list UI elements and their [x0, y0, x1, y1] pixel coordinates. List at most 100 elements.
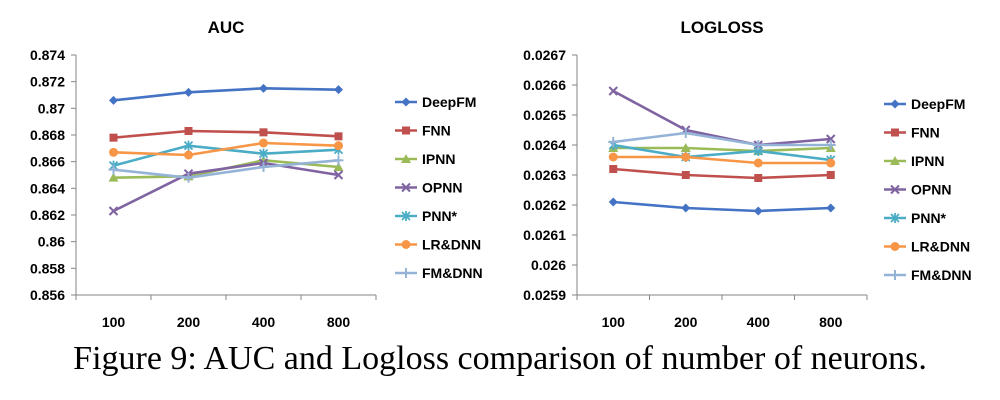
auc-x-tick-label: 800: [327, 314, 351, 330]
auc-line-fnn: [113, 129, 339, 139]
auc-legend-label: FM&DNN: [422, 265, 483, 281]
logloss-y-tick-label: 0.0264: [523, 137, 566, 153]
figure-caption: Figure 9: AUC and Logloss comparison of …: [73, 340, 927, 377]
auc-x-tick-label: 200: [177, 314, 201, 330]
auc-line-lr-dnn: [113, 141, 339, 157]
auc-point-deepfm: [334, 85, 343, 95]
logloss-point-deepfm: [681, 203, 691, 213]
logloss-series-opnn: [608, 86, 836, 150]
auc-point-opnn: [108, 206, 119, 216]
logloss-legend-item-lr-dnn: LR&DNN: [884, 239, 970, 255]
auc-legend: DeepFM FNN IPNN OPNN PNN* LR&DNN FM&DNN: [395, 94, 483, 281]
auc-legend-marker: [401, 154, 411, 163]
auc-point-lr-dnn: [334, 141, 343, 151]
auc-point-lr-dnn: [259, 138, 268, 148]
auc-point-fm-dnn: [258, 162, 269, 172]
logloss-point-fnn: [609, 165, 618, 173]
logloss-chart-title: LOGLOSS: [680, 18, 763, 37]
logloss-legend-marker: [890, 213, 900, 223]
auc-y-tick-label: 0.874: [30, 47, 65, 63]
logloss-y-tick-label: 0.026: [531, 257, 566, 273]
auc-legend-item-fm-dnn: FM&DNN: [395, 265, 483, 281]
logloss-legend-marker: [891, 128, 899, 137]
auc-legend-item-lr-dnn: LR&DNN: [395, 237, 481, 253]
logloss-point-deepfm: [608, 197, 618, 207]
auc-point-deepfm: [259, 83, 268, 93]
auc-y-tick-label: 0.87: [38, 100, 65, 116]
auc-chart-title: AUC: [208, 18, 245, 37]
logloss-y-tick-label: 0.0262: [523, 197, 566, 213]
logloss-point-ipnn: [680, 143, 691, 152]
logloss-legend-marker: [890, 99, 900, 109]
auc-legend-marker: [401, 240, 411, 249]
logloss-point-fnn: [681, 171, 690, 179]
logloss-line-ipnn: [613, 146, 831, 153]
auc-point-fnn: [259, 128, 268, 137]
logloss-y-tick-label: 0.0263: [523, 167, 566, 183]
logloss-line-opnn: [612, 89, 831, 147]
auc-point-fnn: [184, 127, 193, 135]
auc-y-tick-label: 0.866: [30, 154, 65, 170]
logloss-legend-label: IPNN: [911, 153, 944, 169]
auc-legend-label: DeepFM: [422, 94, 476, 110]
auc-legend-item-fnn: FNN: [395, 123, 451, 139]
logloss-legend-marker: [890, 156, 900, 165]
auc-series-fm-dnn: [108, 155, 344, 183]
logloss-line-pnn: [613, 143, 831, 162]
auc-legend-item-ipnn: IPNN: [395, 151, 455, 167]
auc-legend-item-deepfm: DeepFM: [395, 94, 476, 110]
auc-point-ipnn: [333, 162, 344, 171]
logloss-point-fnn: [826, 171, 835, 179]
logloss-point-lr-dnn: [608, 152, 618, 162]
auc-legend-marker: [402, 126, 410, 135]
auc-legend-label: IPNN: [422, 151, 455, 167]
logloss-point-fm-dnn: [753, 140, 764, 150]
logloss-point-fm-dnn: [608, 137, 619, 147]
auc-x-tick-label: 400: [252, 314, 276, 330]
logloss-legend: DeepFM FNN IPNN OPNN PNN* LR&DNN FM&DNN: [884, 96, 972, 283]
auc-legend-label: PNN*: [422, 208, 458, 224]
logloss-point-opnn: [608, 86, 618, 96]
auc-point-lr-dnn: [184, 150, 193, 160]
logloss-legend-label: FNN: [911, 125, 940, 141]
logloss-y-tick-label: 0.0266: [523, 77, 566, 93]
logloss-line-fnn: [613, 167, 831, 180]
logloss-legend-label: FM&DNN: [911, 267, 972, 283]
logloss-x-tick-label: 800: [819, 314, 843, 330]
auc-series-opnn: [108, 158, 344, 216]
logloss-point-opnn: [826, 134, 836, 144]
logloss-legend-marker: [890, 184, 900, 195]
auc-legend-marker: [401, 268, 411, 278]
logloss-y-tick-label: 0.0259: [523, 287, 566, 303]
logloss-legend-item-fm-dnn: FM&DNN: [884, 267, 972, 283]
logloss-y-tick-label: 0.0267: [523, 47, 566, 63]
logloss-x-tick-label: 100: [602, 314, 626, 330]
auc-chart: AUC 0.874 0.872 0.87 0.868 0.866 0.864 0.862 0.8…: [30, 18, 483, 330]
auc-point-pnn: [258, 148, 269, 159]
auc-point-fnn: [109, 133, 118, 142]
logloss-legend-label: PNN*: [911, 210, 947, 226]
auc-legend-marker: [401, 211, 411, 221]
auc-legend-label: LR&DNN: [422, 237, 481, 253]
auc-y-tick-label: 0.86: [38, 234, 65, 250]
auc-point-opnn: [333, 170, 344, 180]
auc-line-opnn: [112, 161, 339, 213]
auc-point-deepfm: [184, 87, 193, 97]
auc-point-lr-dnn: [109, 147, 118, 157]
logloss-legend-item-pnn: PNN*: [884, 210, 947, 226]
logloss-series-fm-dnn: [608, 128, 836, 150]
logloss-point-fm-dnn: [825, 140, 836, 150]
auc-series-deepfm: [109, 83, 343, 105]
auc-point-deepfm: [109, 95, 118, 105]
logloss-legend-label: OPNN: [911, 182, 951, 198]
logloss-series-lr-dnn: [608, 152, 836, 168]
logloss-series-deepfm: [608, 197, 836, 216]
auc-line-fm-dnn: [113, 159, 339, 179]
auc-point-ipnn: [108, 172, 119, 182]
auc-point-fnn: [334, 132, 343, 141]
logloss-legend-item-fnn: FNN: [884, 125, 940, 141]
auc-x-tick-label: 100: [102, 314, 126, 330]
auc-point-fm-dnn: [183, 172, 194, 183]
figure: AUC 0.874 0.872 0.87 0.868 0.866 0.864 0.862 0.8…: [30, 18, 972, 330]
logloss-point-lr-dnn: [753, 158, 763, 168]
